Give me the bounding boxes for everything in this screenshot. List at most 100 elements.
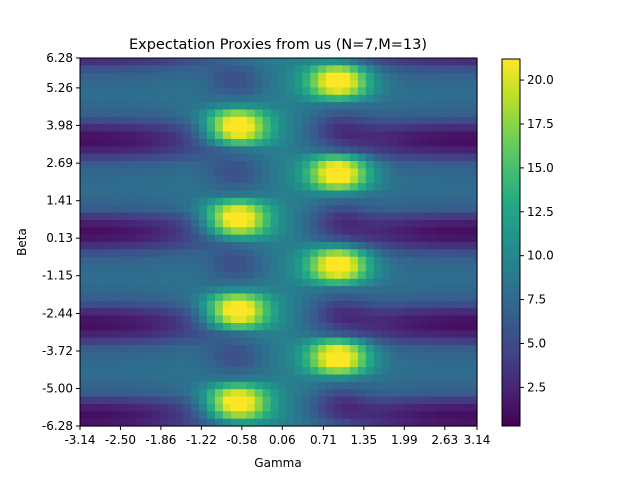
heatmap-cell bbox=[143, 293, 153, 302]
heatmap-cell bbox=[230, 234, 240, 243]
heatmap-cell bbox=[405, 234, 415, 243]
heatmap-cell bbox=[302, 175, 311, 184]
heatmap-cell bbox=[199, 65, 208, 74]
heatmap-cell bbox=[469, 72, 478, 81]
x-tick-label: -1.86 bbox=[145, 433, 176, 447]
heatmap-cell bbox=[167, 102, 176, 111]
heatmap-cell bbox=[191, 234, 200, 243]
heatmap-cell bbox=[334, 153, 343, 162]
heatmap-cell bbox=[453, 183, 462, 192]
heatmap-cell bbox=[310, 374, 319, 383]
heatmap-cell bbox=[429, 278, 438, 287]
heatmap-cell bbox=[405, 322, 415, 331]
heatmap-cell bbox=[294, 293, 303, 302]
heatmap-cell bbox=[413, 102, 423, 111]
heatmap-cell bbox=[421, 219, 430, 228]
heatmap-cell bbox=[87, 183, 97, 192]
heatmap-cell bbox=[405, 249, 415, 258]
heatmap-cell bbox=[207, 190, 216, 199]
heatmap-cell bbox=[349, 256, 359, 265]
heatmap-cell bbox=[254, 271, 264, 280]
heatmap-cell bbox=[238, 374, 248, 383]
heatmap-cell bbox=[469, 403, 478, 412]
heatmap-cell bbox=[87, 308, 97, 317]
heatmap-cell bbox=[318, 146, 327, 155]
heatmap-cell bbox=[397, 403, 407, 412]
heatmap-cell bbox=[135, 381, 145, 390]
heatmap-cell bbox=[183, 315, 192, 324]
heatmap-cell bbox=[365, 411, 375, 420]
heatmap-cell bbox=[445, 58, 454, 66]
heatmap-cell bbox=[389, 396, 399, 405]
heatmap-cell bbox=[95, 212, 105, 221]
heatmap-cell bbox=[143, 116, 153, 125]
heatmap-cell bbox=[143, 72, 153, 81]
heatmap-cell bbox=[159, 131, 168, 140]
colorbar-tick-label: 15.0 bbox=[527, 161, 554, 175]
heatmap-cell bbox=[334, 300, 343, 309]
heatmap-cell bbox=[270, 190, 280, 199]
heatmap-cell bbox=[373, 330, 383, 339]
heatmap-cell bbox=[270, 227, 280, 236]
heatmap-cell bbox=[127, 403, 137, 412]
heatmap-cell bbox=[135, 190, 145, 199]
heatmap-cell bbox=[199, 72, 208, 81]
heatmap-cell bbox=[310, 411, 319, 420]
heatmap-cell bbox=[191, 278, 200, 287]
heatmap-cell bbox=[405, 359, 415, 368]
heatmap-cell bbox=[373, 219, 383, 228]
heatmap-cell bbox=[278, 300, 288, 309]
heatmap-cell bbox=[326, 308, 335, 317]
heatmap-cell bbox=[230, 168, 240, 177]
heatmap-cell bbox=[199, 116, 208, 125]
heatmap-cell bbox=[397, 161, 407, 169]
heatmap-cell bbox=[103, 359, 113, 368]
heatmap-cell bbox=[167, 161, 176, 169]
heatmap-cell bbox=[389, 352, 399, 361]
heatmap-cell bbox=[461, 286, 470, 295]
heatmap-cell bbox=[373, 124, 383, 133]
heatmap-cell bbox=[111, 197, 121, 206]
heatmap-cell bbox=[262, 381, 272, 390]
heatmap-cell bbox=[262, 293, 272, 302]
heatmap-cell bbox=[397, 131, 407, 140]
heatmap-cell bbox=[453, 300, 462, 309]
heatmap-cell bbox=[310, 205, 319, 214]
heatmap-cell bbox=[80, 374, 89, 383]
heatmap-cell bbox=[286, 65, 295, 74]
heatmap-cell bbox=[95, 94, 105, 103]
colorbar-tick-label: 10.0 bbox=[527, 249, 554, 263]
heatmap-cell bbox=[318, 234, 327, 243]
heatmap-cell bbox=[199, 293, 208, 302]
heatmap-cell bbox=[405, 116, 415, 125]
heatmap-cell bbox=[270, 116, 280, 125]
heatmap-cell bbox=[135, 234, 145, 243]
heatmap-cell bbox=[95, 337, 105, 346]
heatmap-cell bbox=[135, 109, 145, 118]
heatmap-cell bbox=[413, 308, 423, 317]
heatmap-cell bbox=[318, 249, 327, 258]
heatmap-cell bbox=[80, 330, 89, 339]
heatmap-cell bbox=[278, 330, 288, 339]
heatmap-cell bbox=[342, 227, 351, 236]
heatmap-cell bbox=[262, 87, 272, 96]
heatmap-cell bbox=[159, 116, 168, 125]
heatmap-cell bbox=[183, 308, 192, 317]
heatmap-cell bbox=[143, 359, 153, 368]
heatmap-cell bbox=[214, 58, 224, 66]
y-tick-label: 1.41 bbox=[46, 194, 73, 208]
heatmap-cell bbox=[294, 131, 303, 140]
heatmap-cell bbox=[342, 183, 351, 192]
heatmap-cell bbox=[413, 286, 423, 295]
heatmap-cell bbox=[365, 168, 375, 177]
heatmap-cell bbox=[429, 116, 438, 125]
heatmap-cell bbox=[175, 146, 184, 155]
heatmap-cell bbox=[389, 234, 399, 243]
heatmap-cell bbox=[334, 227, 343, 236]
heatmap-cell bbox=[111, 418, 121, 427]
heatmap-cell bbox=[373, 102, 383, 111]
heatmap-cell bbox=[222, 234, 232, 243]
heatmap-cell bbox=[230, 205, 240, 214]
heatmap-cell bbox=[389, 109, 399, 118]
heatmap-cell bbox=[342, 315, 351, 324]
